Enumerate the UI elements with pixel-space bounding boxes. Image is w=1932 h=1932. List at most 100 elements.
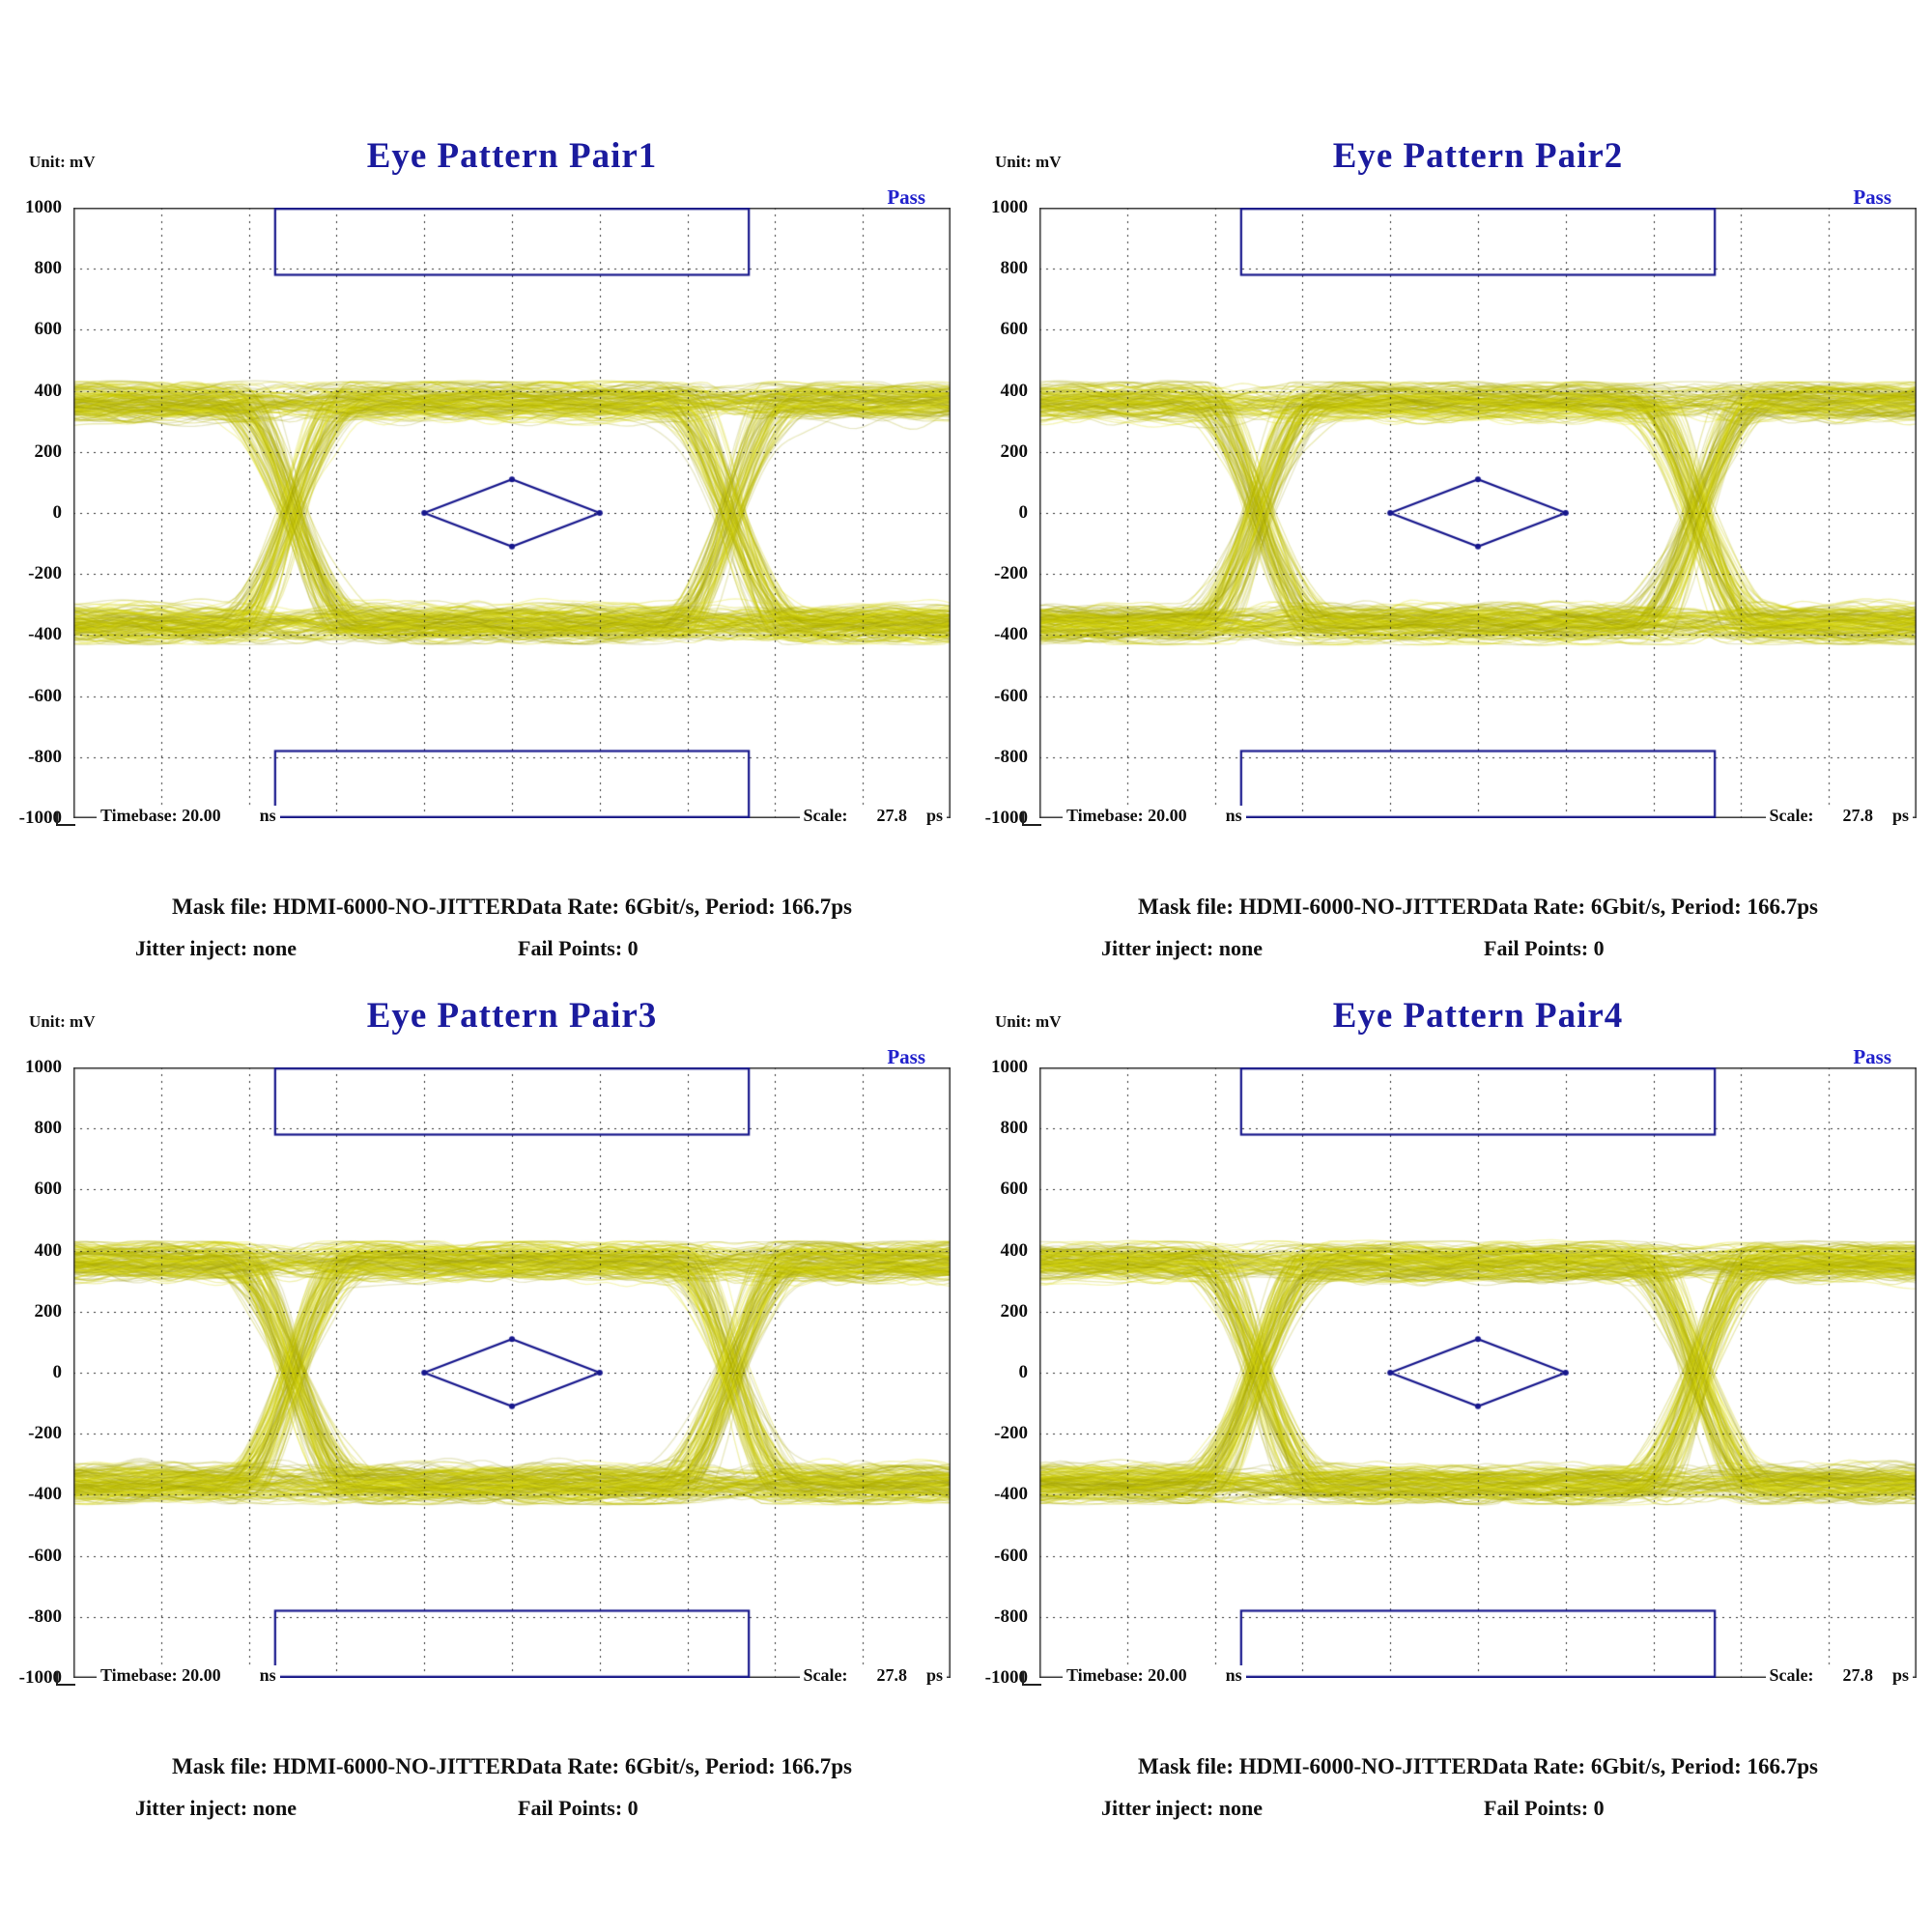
y-axis-label: -600 — [994, 1545, 1028, 1566]
y-axis-label: -800 — [28, 746, 62, 767]
eye-pattern-canvas — [73, 1067, 951, 1678]
panel-title: Eye Pattern Pair1 — [366, 136, 658, 176]
eye-pattern-panel-4: Unit: mV Eye Pattern Pair4 Pass 1000 800 6… — [966, 860, 1932, 1826]
unit-label: Unit: mV — [995, 153, 1062, 171]
y-axis: 1000 800 600 400 200 0 -200 -400 -600 -800 -1000 — [966, 197, 1034, 828]
mask-info-line: Mask file: HDMI-6000-NO-JITTERData Rate:… — [73, 895, 951, 920]
y-axis-label: 800 — [1000, 258, 1029, 279]
jitter-inject-label: Jitter inject: none — [135, 936, 297, 960]
timebase-unit: ns — [259, 806, 276, 825]
y-axis-label: -1000 — [18, 808, 62, 828]
y-axis-label: -1000 — [984, 808, 1028, 828]
y-axis-label: 1000 — [25, 1057, 62, 1077]
y-axis-label: 1000 — [991, 197, 1028, 217]
y-axis-label: -200 — [28, 563, 62, 584]
timebase-unit: ns — [259, 1665, 276, 1685]
fail-points-label: Fail Points: 0 — [518, 1796, 639, 1820]
timebase-value: Timebase: 20.00 — [100, 1665, 221, 1685]
scale-label: Scale: 27.8 ps — [799, 806, 947, 826]
scale-label: Scale: 27.8 ps — [1765, 806, 1913, 826]
y-axis-label: 600 — [1000, 1179, 1029, 1200]
panel-title: Eye Pattern Pair3 — [366, 996, 658, 1036]
y-axis-label: 400 — [34, 380, 63, 401]
scale-label: Scale: 27.8 ps — [799, 1665, 947, 1686]
timebase-value: Timebase: 20.00 — [1066, 1665, 1187, 1685]
y-axis-label: 1000 — [991, 1057, 1028, 1077]
timebase-label: Timebase: 20.00 ns — [97, 1665, 280, 1686]
y-axis-label: -400 — [994, 624, 1028, 645]
y-axis-label: 800 — [1000, 1118, 1029, 1139]
eye-diagram-plot — [1039, 208, 1917, 818]
mask-info-line: Mask file: HDMI-6000-NO-JITTERData Rate:… — [73, 1754, 951, 1779]
axis-corner-mark — [56, 1671, 75, 1686]
y-axis-label: -1000 — [984, 1667, 1028, 1688]
pass-status-badge: Pass — [1853, 185, 1891, 209]
scale-label: Scale: 27.8 ps — [1765, 1665, 1913, 1686]
y-axis-label: 200 — [1000, 440, 1029, 462]
pass-status-badge: Pass — [1853, 1045, 1891, 1068]
timebase-unit: ns — [1225, 806, 1242, 825]
fail-points-label: Fail Points: 0 — [1484, 1796, 1605, 1820]
scale-unit: ps — [1891, 806, 1909, 825]
unit-label: Unit: mV — [995, 1012, 1062, 1031]
pass-status-badge: Pass — [887, 1045, 925, 1068]
y-axis-label: 600 — [34, 319, 63, 340]
y-axis-label: 200 — [34, 1300, 63, 1321]
data-rate-label: Data Rate: 6Gbit/s, Period: 166.7ps — [1482, 1754, 1818, 1778]
mask-info-line: Mask file: HDMI-6000-NO-JITTERData Rate:… — [1039, 895, 1917, 920]
scale-value: 27.8 — [1842, 806, 1873, 825]
y-axis-label: 400 — [1000, 380, 1029, 401]
y-axis-label: -400 — [994, 1484, 1028, 1505]
y-axis-label: -200 — [28, 1423, 62, 1444]
eye-pattern-panel-2: Unit: mV Eye Pattern Pair2 Pass 1000 800 6… — [966, 0, 1932, 966]
timebase-value: Timebase: 20.00 — [1066, 806, 1187, 825]
y-axis-label: 1000 — [25, 197, 62, 217]
data-rate-label: Data Rate: 6Gbit/s, Period: 166.7ps — [516, 1754, 852, 1778]
timebase-label: Timebase: 20.00 ns — [97, 806, 280, 826]
eye-pattern-canvas — [73, 208, 951, 818]
scale-value: 27.8 — [1842, 1665, 1873, 1685]
eye-pattern-panel-3: Unit: mV Eye Pattern Pair3 Pass 1000 800 6… — [0, 860, 966, 1826]
panel-title: Eye Pattern Pair4 — [1332, 996, 1624, 1036]
axis-corner-mark — [1022, 1671, 1041, 1686]
y-axis-label: 0 — [1018, 1362, 1029, 1382]
unit-label: Unit: mV — [29, 153, 96, 171]
scale-caption: Scale: — [1769, 1665, 1814, 1685]
y-axis-label: 400 — [1000, 1239, 1029, 1261]
axis-corner-mark — [56, 811, 75, 826]
eye-diagram-plot — [73, 1067, 951, 1678]
data-rate-label: Data Rate: 6Gbit/s, Period: 166.7ps — [1482, 895, 1818, 919]
y-axis-label: -800 — [994, 746, 1028, 767]
scale-unit: ps — [925, 1665, 943, 1685]
y-axis-label: 0 — [52, 1362, 63, 1382]
mask-info-line: Mask file: HDMI-6000-NO-JITTERData Rate:… — [1039, 1754, 1917, 1779]
unit-label: Unit: mV — [29, 1012, 96, 1031]
timebase-value: Timebase: 20.00 — [100, 806, 221, 825]
jitter-inject-label: Jitter inject: none — [1101, 936, 1263, 960]
scale-caption: Scale: — [803, 1665, 848, 1685]
y-axis-label: -600 — [994, 685, 1028, 706]
timebase-label: Timebase: 20.00 ns — [1063, 1665, 1246, 1686]
timebase-unit: ns — [1225, 1665, 1242, 1685]
y-axis-label: -200 — [994, 1423, 1028, 1444]
jitter-inject-label: Jitter inject: none — [1101, 1796, 1263, 1820]
y-axis-label: -1000 — [18, 1667, 62, 1688]
scale-unit: ps — [1891, 1665, 1909, 1685]
data-rate-label: Data Rate: 6Gbit/s, Period: 166.7ps — [516, 895, 852, 919]
eye-diagram-plot — [73, 208, 951, 818]
jitter-inject-label: Jitter inject: none — [135, 1796, 297, 1820]
fail-points-label: Fail Points: 0 — [1484, 936, 1605, 960]
eye-pattern-canvas — [1039, 208, 1917, 818]
y-axis-label: -400 — [28, 624, 62, 645]
y-axis-label: -600 — [28, 685, 62, 706]
y-axis-label: 200 — [1000, 1300, 1029, 1321]
scale-unit: ps — [925, 806, 943, 825]
y-axis-label: 0 — [1018, 502, 1029, 523]
scale-value: 27.8 — [876, 806, 907, 825]
y-axis-label: -200 — [994, 563, 1028, 584]
y-axis-label: 600 — [34, 1179, 63, 1200]
eye-pattern-panel-1: Unit: mV Eye Pattern Pair1 Pass 1000 800 6… — [0, 0, 966, 966]
y-axis-label: 0 — [52, 502, 63, 523]
y-axis-label: -400 — [28, 1484, 62, 1505]
